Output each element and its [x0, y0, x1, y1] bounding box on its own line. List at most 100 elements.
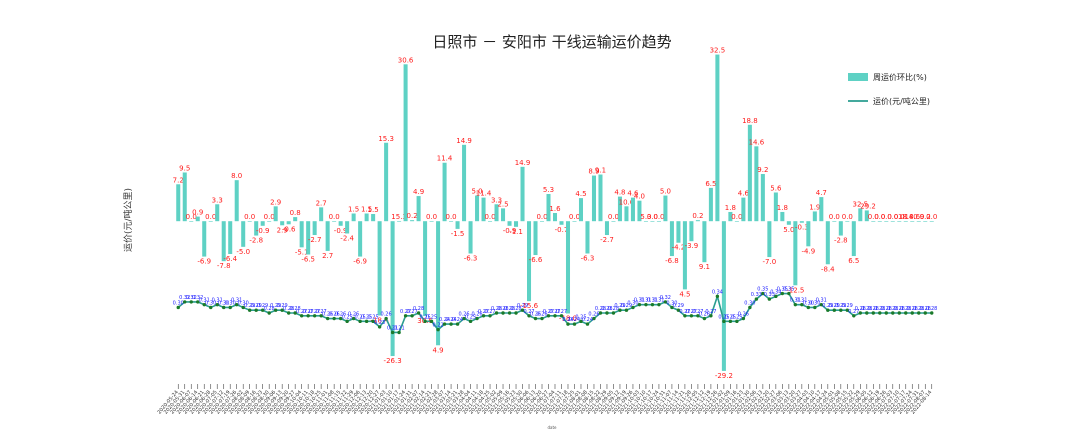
price-point: [306, 314, 310, 318]
bar-data-label: 0.0: [186, 213, 197, 221]
bar: [598, 174, 603, 222]
bar-data-label: -3.9: [685, 242, 699, 250]
price-data-label: 0.26: [322, 312, 333, 318]
price-data-label: 0.27: [705, 309, 716, 315]
bar: [280, 221, 285, 226]
bar-data-label: -0.9: [256, 227, 270, 235]
price-data-label: 0.29: [244, 303, 255, 309]
bar-data-label: -26.3: [384, 357, 402, 365]
bar-data-label: 14.6: [749, 138, 765, 146]
bar: [578, 198, 583, 222]
price-data-label: 0.34: [770, 289, 781, 295]
bar: [195, 216, 200, 222]
price-point: [183, 300, 187, 304]
price-point: [397, 330, 401, 335]
bar-data-label: -5.1: [295, 248, 309, 256]
price-data-label: 0.25: [420, 314, 431, 320]
price-point: [559, 314, 564, 318]
price-data-label: 0.28: [861, 306, 872, 312]
price-data-label: 0.33: [751, 292, 762, 298]
price-point: [657, 302, 661, 307]
bar: [384, 142, 389, 222]
price-point: [930, 311, 934, 315]
bar-data-label: 0.0: [329, 213, 340, 221]
price-data-label: 0.28: [874, 306, 885, 312]
bar-data-label: 6.5: [705, 180, 716, 188]
bar: [923, 221, 928, 222]
price-data-label: 0.21: [387, 325, 398, 331]
price-point: [196, 300, 200, 304]
chart-title: 日照市 － 安阳市 干线运输运价趋势: [432, 33, 671, 51]
price-data-label: 0.29: [270, 303, 281, 309]
price-data-label: 0.28: [491, 306, 502, 312]
bar-data-label: 0.0: [894, 213, 905, 221]
price-point: [475, 316, 479, 321]
bar: [390, 221, 395, 357]
bar-data-label: -6.6: [529, 256, 543, 264]
bar-data-label: 9.2: [757, 166, 768, 174]
price-point: [624, 308, 629, 312]
bar: [520, 166, 525, 222]
price-point: [735, 319, 739, 324]
price-point: [241, 305, 245, 310]
bar: [468, 221, 473, 254]
price-data-label: 0.27: [556, 309, 567, 315]
bar-data-label: 0.0: [426, 213, 437, 221]
bar-data-label: -0.3: [795, 224, 809, 232]
bar-data-label: 14.9: [515, 159, 531, 167]
bar: [462, 144, 467, 222]
bar: [403, 64, 408, 222]
price-point: [780, 291, 785, 296]
price-data-label: 0.29: [277, 303, 288, 309]
bar: [572, 221, 577, 222]
bar: [475, 195, 480, 222]
bar: [527, 221, 532, 302]
bar: [643, 221, 648, 222]
price-data-label: 0.27: [296, 309, 307, 315]
price-data-label: 0.26: [536, 312, 547, 318]
price-data-label: 0.28: [504, 306, 515, 312]
price-data-label: 0.27: [543, 309, 554, 315]
price-data-label: 0.31: [790, 298, 801, 304]
price-point: [611, 311, 616, 315]
bar-data-label: 1.5: [361, 206, 372, 214]
bar-data-label: -15.6: [520, 302, 539, 310]
price-data-label: 0.24: [569, 317, 580, 323]
price-data-label: 0.29: [842, 303, 853, 309]
bar: [630, 197, 635, 222]
price-data-label: 0.31: [199, 298, 210, 304]
price-point: [897, 311, 901, 315]
price-point: [527, 314, 531, 318]
bar-data-label: -6.9: [353, 258, 367, 266]
price-data-label: 0.26: [335, 312, 346, 318]
price-data-label: 0.25: [731, 314, 742, 320]
price-point: [222, 305, 226, 310]
legend-bar-swatch: [848, 73, 868, 81]
bar-data-label: 4.6: [627, 190, 639, 198]
price-data-label: 0.27: [549, 309, 560, 315]
bar: [293, 217, 298, 222]
price-point: [826, 308, 830, 312]
price-data-label: 0.28: [595, 306, 606, 312]
price-point: [455, 322, 460, 326]
bar-data-label: 0.0: [205, 213, 216, 221]
bar-data-label: -4.9: [801, 247, 815, 255]
price-data-label: 0.27: [407, 309, 418, 315]
bar: [715, 54, 720, 222]
bar: [332, 221, 337, 222]
price-data-label: 0.26: [329, 312, 340, 318]
price-point: [845, 308, 850, 312]
price-point: [852, 314, 856, 318]
price-point: [858, 311, 862, 315]
bar: [877, 221, 882, 222]
bar-data-label: 0.0: [445, 213, 456, 221]
bar: [273, 206, 278, 222]
bar: [734, 221, 739, 222]
price-data-label: 0.26: [458, 312, 469, 318]
price-point: [637, 302, 642, 307]
price-data-label: 0.25: [342, 314, 353, 320]
price-data-label: 0.35: [777, 287, 788, 293]
legend: 周运价环比(%) 运价(元/吨公里): [848, 72, 930, 106]
price-data-label: 0.25: [718, 314, 729, 320]
